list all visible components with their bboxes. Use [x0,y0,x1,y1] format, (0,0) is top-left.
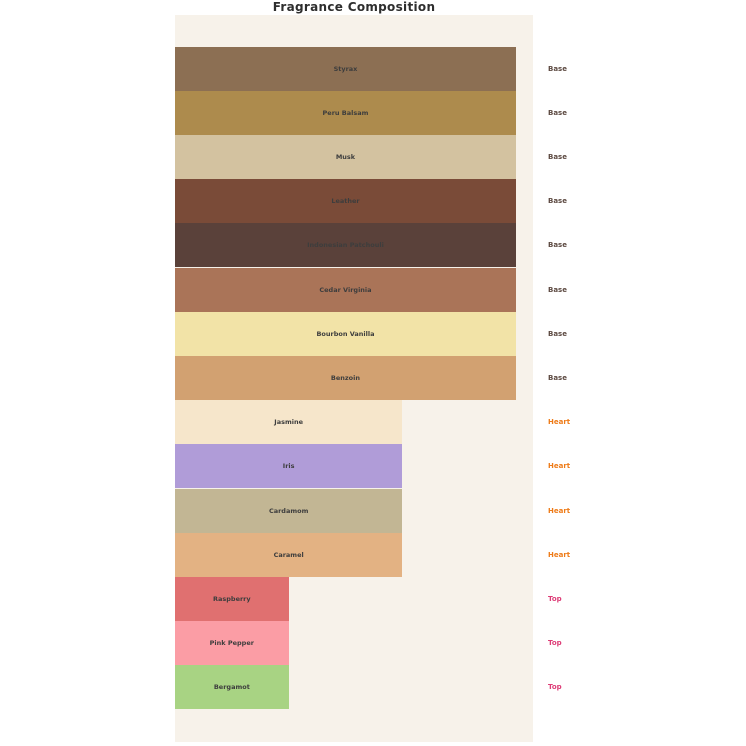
bar-leather: Leather [175,179,516,224]
bar-peru-balsam: Peru Balsam [175,90,516,135]
bar-label-raspberry: Raspberry [213,594,251,603]
chart-title: Fragrance Composition [272,0,436,14]
bar-musk: Musk [175,134,516,180]
bar-label-bergamot: Bergamot [213,683,250,692]
bar-benzoin: Benzoin [175,355,516,401]
bar-label-jasmine: Jasmine [274,418,303,427]
bar-label-caramel: Caramel [273,550,304,559]
bar-label-bourbon-vanilla: Bourbon Vanilla [316,329,375,338]
bar-raspberry: Raspberry [175,576,289,622]
group-label-bergamot: Top [548,683,562,692]
bar-label-benzoin: Benzoin [330,373,361,382]
bar-bourbon-vanilla: Bourbon Vanilla [175,311,516,356]
bar-jasmine: Jasmine [175,400,403,445]
bar-indonesian-patchouli: Indonesian Patchouli [175,223,516,268]
group-label-caramel: Heart [548,550,571,559]
group-label-indonesian-patchouli: Base [548,241,567,250]
plot-area: Styrax Peru Balsam Musk Leather Indonesian P… [175,15,533,742]
group-label-pink-pepper: Top [548,639,562,648]
group-label-styrax: Base [548,64,567,73]
bar-label-iris: Iris [282,462,295,471]
group-label-jasmine: Heart [548,418,571,427]
bar-label-cedar-virginia: Cedar Virginia [319,285,372,294]
group-label-peru-balsam: Base [548,108,567,117]
bar-label-musk: Musk [335,152,356,161]
group-label-musk: Base [548,153,567,161]
bar-styrax: Styrax [175,46,516,91]
group-label-cardamom: Heart [548,506,571,515]
bar-label-peru-balsam: Peru Balsam [322,108,369,117]
bar-iris: Iris [175,444,403,489]
bar-label-indonesian-patchouli: Indonesian Patchouli [307,241,384,250]
group-labels-column: Base Base Base Base Base Base Base Base Heart Hea… [548,0,608,746]
bar-label-pink-pepper: Pink Pepper [209,639,254,648]
bar-label-leather: Leather [331,197,360,206]
bar-pink-pepper: Pink Pepper [175,621,289,666]
group-label-cedar-virginia: Base [548,285,567,294]
bar-label-cardamom: Cardamom [268,506,309,515]
group-label-benzoin: Base [548,374,567,382]
bar-cedar-virginia: Cedar Virginia [175,267,516,312]
bar-cardamom: Cardamom [175,488,403,533]
group-label-raspberry: Top [548,595,562,603]
group-label-leather: Base [548,197,567,206]
bar-bergamot: Bergamot [175,665,289,710]
bar-label-styrax: Styrax [333,64,358,73]
group-label-iris: Heart [548,462,571,471]
group-label-bourbon-vanilla: Base [548,329,567,338]
bar-caramel: Caramel [175,532,403,577]
